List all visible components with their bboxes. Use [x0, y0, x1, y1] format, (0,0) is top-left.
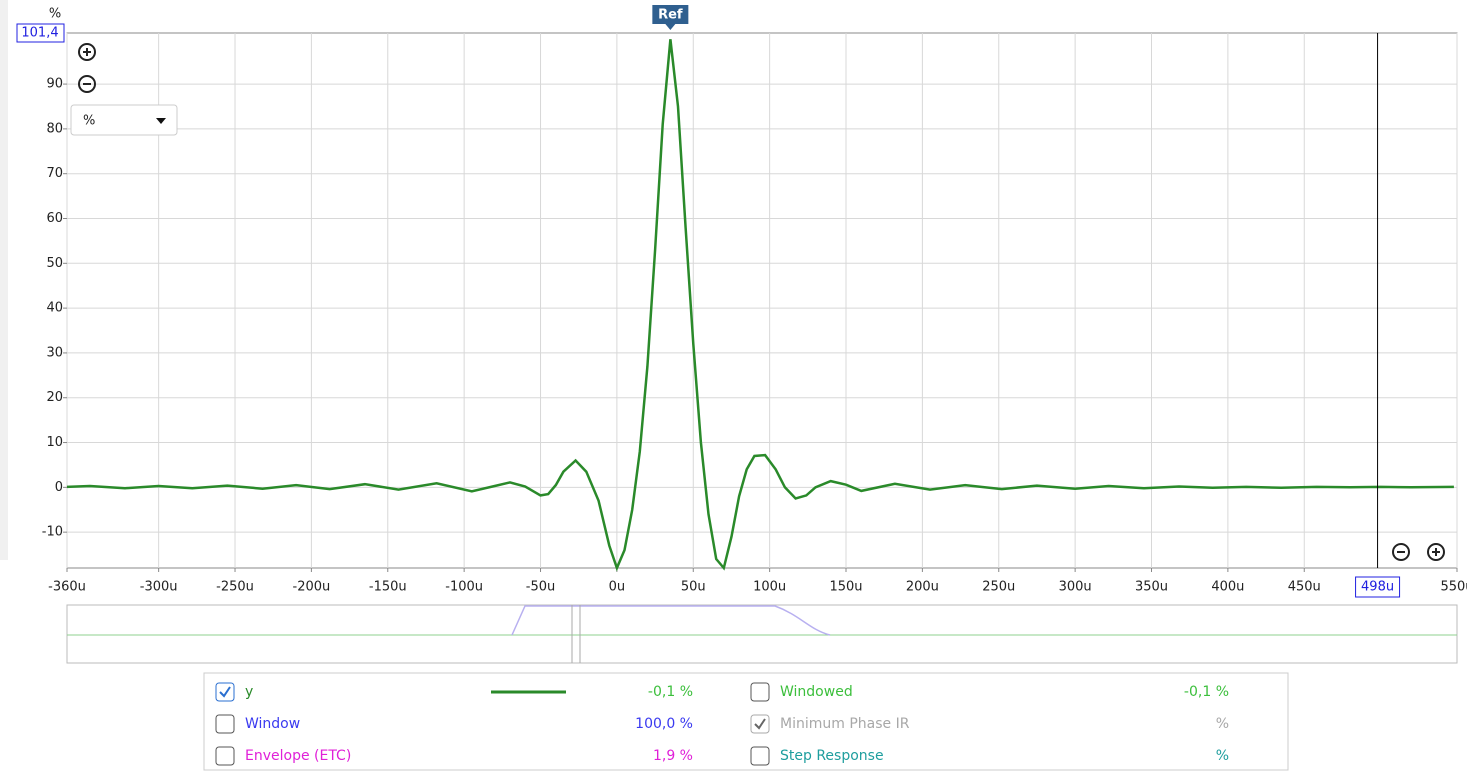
checkmark [219, 686, 231, 698]
checkbox[interactable] [215, 746, 235, 766]
ref-label: Ref [658, 8, 683, 23]
y-tick-label: 0 [55, 480, 63, 495]
checkbox[interactable] [750, 714, 770, 734]
checkbox[interactable] [750, 682, 770, 702]
y-tick-label: 60 [46, 211, 63, 226]
x-tick-label: -50u [526, 580, 555, 595]
y-tick-label: 30 [46, 345, 63, 360]
legend-label: Windowed [780, 684, 853, 700]
series-line [66, 39, 1454, 572]
zoom-in-x[interactable] [1427, 543, 1445, 561]
legend-readout: 100,0 % [635, 716, 693, 732]
checkmark [754, 718, 766, 730]
y-tick-label: 80 [46, 121, 63, 136]
x-tick-label: -200u [293, 580, 331, 595]
ref-pointer [665, 24, 676, 30]
y-tick-label: -10 [42, 525, 63, 540]
unit-select-arrow [156, 118, 166, 124]
zoom-out-x[interactable] [1392, 543, 1410, 561]
checkbox[interactable] [215, 714, 235, 734]
y-tick-label: 70 [46, 166, 63, 181]
legend-readout: % [1216, 748, 1229, 764]
x-tick-label: 250u [982, 580, 1015, 595]
x-tick-label: 100u [753, 580, 786, 595]
x-tick-label: 0u [609, 580, 626, 595]
x-tick-label: -150u [369, 580, 407, 595]
overview-window [511, 605, 831, 636]
checkbox[interactable] [215, 682, 235, 702]
plot-area [66, 32, 1458, 569]
legend-label: Step Response [780, 748, 884, 764]
legend-readout: 1,9 % [653, 748, 693, 764]
legend-panel [203, 672, 1289, 771]
zoom-in-x-icon [1432, 548, 1440, 556]
overview-panel [66, 604, 1458, 664]
x-tick-label: 50u [681, 580, 706, 595]
ref-box [652, 5, 689, 24]
x-tick-label: 450u [1288, 580, 1321, 595]
y-tick-label: 50 [46, 256, 63, 271]
grid [66, 33, 1458, 568]
y-tick-label: 90 [46, 77, 63, 92]
y-unit: % [49, 7, 61, 22]
legend-label: Minimum Phase IR [780, 716, 910, 732]
legend-readout: -0,1 % [1184, 684, 1229, 700]
legend-label: Envelope (ETC) [245, 748, 351, 764]
y-tick-label: 40 [46, 301, 63, 316]
legend-readout: -0,1 % [648, 684, 693, 700]
zoom-out[interactable] [78, 75, 96, 93]
cursor-box [1355, 576, 1401, 598]
cursor-label: 498u [1361, 580, 1394, 595]
legend-label: Window [245, 716, 300, 732]
legend-readout: % [1216, 716, 1229, 732]
checkbox[interactable] [750, 746, 770, 766]
x-tick-label: 350u [1135, 580, 1168, 595]
y-readout-box [16, 23, 65, 43]
x-tick-label: -250u [216, 580, 254, 595]
x-tick-label: 550u [1440, 580, 1467, 595]
y-tick-label: 10 [46, 435, 63, 450]
x-tick-label: -300u [140, 580, 178, 595]
x-tick-label: -360u [48, 580, 86, 595]
side-strip [0, 0, 8, 560]
zoom-in[interactable] [78, 43, 96, 61]
unit-select-value: % [83, 114, 95, 129]
x-tick-label: 150u [829, 580, 862, 595]
x-tick-label: 300u [1059, 580, 1092, 595]
y-readout-label: 101,4 [21, 26, 58, 41]
x-tick-label: 200u [906, 580, 939, 595]
unit-select[interactable] [70, 104, 178, 136]
legend-label: y [245, 684, 253, 700]
y-tick-label: 20 [46, 390, 63, 405]
zoom-in-icon [83, 48, 91, 56]
overview-frame [66, 604, 1458, 664]
zoom-controls [78, 43, 1445, 561]
x-tick-label: 400u [1211, 580, 1244, 595]
x-tick-label: -100u [445, 580, 483, 595]
